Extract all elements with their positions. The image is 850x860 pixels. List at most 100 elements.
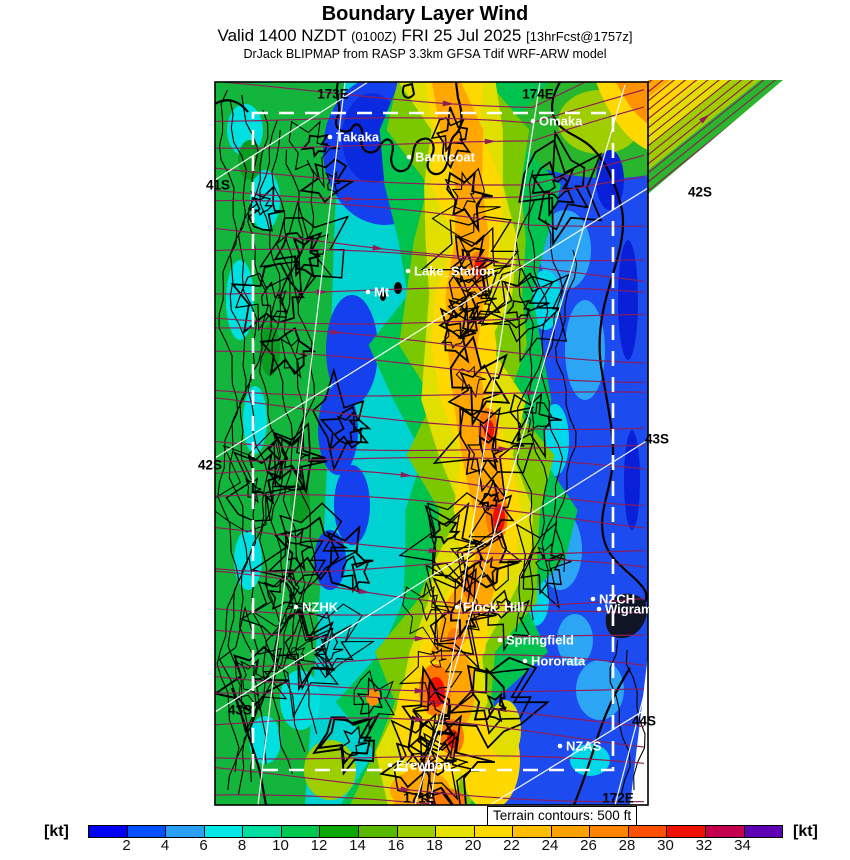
wedge-stripe bbox=[648, 80, 783, 146]
graticule-line-172E bbox=[614, 679, 648, 805]
colorbar-segment bbox=[243, 826, 282, 837]
streamline bbox=[215, 766, 645, 803]
page-title: Boundary Layer Wind bbox=[321, 3, 529, 25]
wind-streamlines bbox=[215, 82, 645, 805]
streamline bbox=[215, 327, 645, 364]
wedge-streamline bbox=[648, 80, 783, 120]
site-dot-Omaka bbox=[530, 118, 536, 124]
color-patch bbox=[250, 170, 280, 230]
site-dot-NZAS bbox=[557, 743, 563, 749]
site-label-NZHK: NZHK bbox=[302, 600, 339, 615]
colorbar-tick: 6 bbox=[199, 837, 208, 854]
colorbar-tick: 8 bbox=[237, 837, 247, 854]
contour-loop bbox=[300, 133, 329, 158]
domain-boundary-box bbox=[251, 111, 615, 772]
colorbar-segment bbox=[628, 826, 668, 837]
contour-loop bbox=[480, 478, 515, 538]
colorbar-segment bbox=[590, 826, 629, 837]
contour-loop bbox=[487, 589, 531, 653]
site-dot-Erewhon bbox=[387, 762, 393, 768]
site-label-NZCH: NZCH bbox=[599, 592, 635, 607]
lake-rotoiti bbox=[394, 282, 402, 294]
contour-meander bbox=[555, 249, 578, 573]
wedge-stripe bbox=[648, 0, 790, 50]
site-dot-NZHK bbox=[293, 604, 299, 610]
contour-loop bbox=[433, 656, 550, 750]
contour-loop bbox=[478, 434, 503, 473]
wedge-streamline bbox=[648, 80, 783, 93]
contour-loop bbox=[509, 392, 563, 460]
colorbar-tick: 26 bbox=[580, 837, 597, 854]
coast-east bbox=[551, 82, 648, 603]
contour-loop bbox=[240, 571, 312, 637]
wedge-streamline bbox=[648, 80, 783, 147]
contour-loop bbox=[432, 406, 535, 493]
wedge-streamline bbox=[648, 80, 783, 183]
wind-map: Takaka Barnicoat Omaka Lake_Station Mt NZHK Fl… bbox=[198, 0, 790, 806]
streamline bbox=[215, 106, 645, 149]
site-label-Springfield: Springfield bbox=[506, 633, 574, 648]
map-fill bbox=[215, 82, 648, 805]
contour-loop bbox=[427, 513, 476, 584]
wedge-streamline bbox=[648, 80, 783, 138]
streamline-arrow bbox=[344, 196, 356, 202]
streamline-arrow bbox=[414, 635, 426, 642]
contour-loop bbox=[505, 299, 531, 321]
colorbar-tick: 20 bbox=[464, 837, 482, 854]
colorbar-tick: 28 bbox=[618, 837, 636, 854]
colorbar-tick: 4 bbox=[160, 837, 170, 854]
colorbar-segment bbox=[204, 826, 244, 837]
grid-label-173E: 173E bbox=[317, 87, 349, 102]
contour-loop bbox=[259, 326, 317, 376]
contour-meander bbox=[247, 109, 269, 783]
contour-loop bbox=[325, 170, 341, 195]
contour-loop bbox=[268, 579, 294, 610]
color-patch bbox=[334, 465, 370, 545]
wedge-stripe bbox=[648, 80, 783, 122]
contour-loop bbox=[398, 650, 463, 700]
contour-loop bbox=[333, 410, 363, 445]
graticule-line-42S bbox=[215, 187, 648, 459]
colorbar-segment bbox=[281, 826, 321, 837]
graticule-line-44S bbox=[489, 707, 648, 805]
contour-loop bbox=[267, 431, 326, 495]
colorbar-segment bbox=[358, 826, 398, 837]
grid-label-43S: 43S bbox=[645, 432, 669, 447]
streamline-arrow bbox=[428, 547, 440, 554]
region-corner-orange bbox=[616, 82, 648, 124]
graticule-line-174E bbox=[429, 82, 541, 805]
streamline-arrow bbox=[699, 114, 710, 124]
wedge-streamline bbox=[648, 80, 783, 84]
contour-loop bbox=[313, 634, 344, 663]
valid-line: Valid 1400 NZDT (0100Z) FRI 25 Jul 2025 … bbox=[0, 26, 850, 47]
wedge-streamline bbox=[648, 0, 790, 74]
contour-loop bbox=[273, 231, 323, 278]
header: Boundary Layer Wind Valid 1400 NZDT (010… bbox=[0, 2, 850, 62]
contour-meander bbox=[540, 219, 564, 599]
colorbar-segment bbox=[320, 826, 359, 837]
streamline-arrow bbox=[400, 786, 412, 792]
grid-label-41S: 41S bbox=[206, 178, 230, 193]
contour-loop bbox=[260, 281, 289, 324]
colorbar-tick: 18 bbox=[426, 837, 443, 854]
site-label-Mt: Mt bbox=[374, 285, 390, 300]
contour-loop bbox=[449, 335, 511, 428]
colorbar-tick: 22 bbox=[503, 837, 520, 854]
coast-west bbox=[230, 687, 268, 805]
contour-loop bbox=[353, 669, 395, 731]
graticule-line-43S bbox=[215, 439, 648, 713]
colorbar bbox=[88, 825, 783, 838]
streamline-arrow bbox=[330, 329, 342, 335]
contour-loop bbox=[267, 540, 327, 587]
contour-loop bbox=[438, 291, 486, 339]
contour-meander bbox=[282, 149, 306, 753]
valid-time: Valid 1400 NZDT bbox=[217, 26, 347, 45]
streamline bbox=[215, 313, 645, 325]
site-dot-Mt bbox=[365, 289, 371, 295]
site-dot-Wigram bbox=[596, 606, 602, 612]
site-label-Takaka: Takaka bbox=[336, 130, 380, 145]
contour-loop bbox=[421, 741, 457, 776]
contour-meander bbox=[216, 89, 240, 791]
colorbar-tick: 16 bbox=[387, 837, 405, 854]
site-label-Wigram: Wigram bbox=[605, 602, 653, 617]
